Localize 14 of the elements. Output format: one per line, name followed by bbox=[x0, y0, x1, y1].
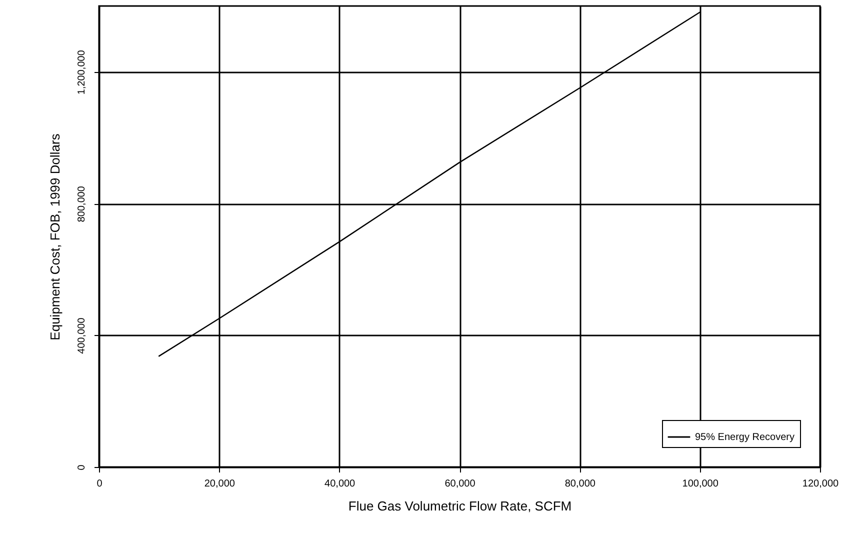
x-axis-title: Flue Gas Volumetric Flow Rate, SCFM bbox=[348, 498, 572, 514]
y-tick-label: 800,000 bbox=[76, 186, 88, 222]
legend-label: 95% Energy Recovery bbox=[695, 432, 794, 443]
y-axis-title: Equipment Cost, FOB, 1999 Dollars bbox=[48, 133, 62, 340]
x-tick-label: 100,000 bbox=[682, 478, 719, 490]
x-tick-label: 20,000 bbox=[204, 478, 236, 490]
x-tick-label: 80,000 bbox=[564, 478, 596, 490]
x-tick-label: 0 bbox=[96, 478, 103, 490]
y-tick-label: 400,000 bbox=[76, 317, 88, 354]
y-tick-label: 1,200,000 bbox=[76, 50, 88, 95]
x-tick-label: 60,000 bbox=[444, 478, 476, 490]
y-tick-label: 0 bbox=[76, 464, 88, 470]
x-tick-label: 40,000 bbox=[324, 478, 356, 490]
x-tick-label: 120,000 bbox=[802, 478, 840, 490]
